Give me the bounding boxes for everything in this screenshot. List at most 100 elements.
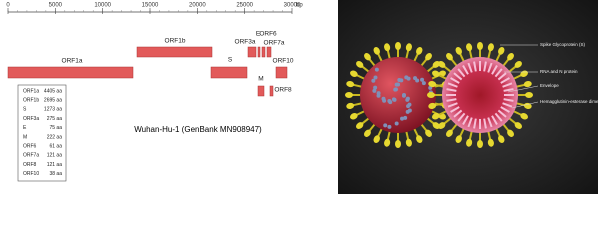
membrane [450, 106, 460, 113]
spike-head [432, 122, 440, 129]
ruler-tick-label: 5000 [49, 3, 63, 9]
spike-head [395, 140, 401, 148]
membrane [453, 109, 463, 118]
surface-protein [406, 76, 411, 81]
membrane [447, 102, 458, 108]
spike-head [455, 47, 462, 55]
spike-head [350, 70, 358, 77]
gene-label: M [258, 76, 263, 83]
spike-head [425, 129, 432, 137]
illustration-label: Spike Glycoprotein (S) [540, 42, 586, 47]
spike-head [525, 92, 533, 98]
spike-head [395, 42, 401, 50]
table-length: 4405 aa [44, 88, 62, 94]
table-gene: ORF7a [23, 153, 39, 159]
spike-head [373, 47, 380, 55]
page: Wuhan-Hu-1 (GenBank MN908947) 0 5000 10000… [6, 0, 598, 194]
table-gene: M [23, 134, 27, 140]
spike-head [364, 129, 371, 137]
surface-protein [372, 88, 377, 93]
spike-head [384, 43, 391, 52]
gene-bar [266, 46, 272, 58]
surface-protein [374, 67, 379, 72]
membrane [503, 98, 514, 102]
spike-head [346, 81, 355, 88]
membrane [457, 68, 466, 78]
gene-label: ORF10 [273, 58, 294, 65]
spike-head [405, 43, 412, 52]
gene-bar [247, 46, 257, 58]
gene-label: E [256, 31, 261, 38]
spike-head [498, 47, 505, 55]
table-gene: ORF1a [23, 88, 39, 94]
membrane [473, 118, 477, 129]
membrane [487, 62, 493, 73]
table-gene: ORF1b [23, 98, 39, 104]
spike-head [466, 138, 473, 147]
spike-head [446, 129, 453, 137]
gene-bar [257, 46, 261, 58]
spike-head [455, 135, 462, 143]
table-length: 275 aa [47, 116, 63, 122]
surface-protein [394, 121, 399, 126]
membrane [494, 68, 503, 78]
membrane [497, 72, 507, 81]
table-length: 61 aa [49, 144, 62, 150]
spike-head [487, 138, 494, 147]
spike-head [438, 122, 446, 129]
surface-protein [405, 97, 410, 102]
table-gene: ORF8 [23, 162, 37, 168]
spike-head [507, 53, 514, 61]
spike-head [345, 92, 353, 98]
surface-protein [399, 78, 404, 83]
gene-label: ORF3a [235, 39, 256, 46]
spike-head [466, 43, 473, 52]
surface-protein [391, 97, 396, 102]
caption: Wuhan-Hu-1 (GenBank MN908947) [134, 125, 262, 134]
spike-head [432, 61, 440, 68]
membrane [462, 115, 469, 125]
table-gene: S [23, 107, 27, 113]
membrane [462, 65, 469, 75]
gene-bar [136, 46, 213, 58]
membrane [483, 61, 487, 72]
spike-head [416, 135, 423, 143]
spike-head [432, 70, 440, 77]
gene-label: ORF6 [259, 31, 277, 38]
spike-head [514, 122, 522, 129]
table-length: 222 aa [47, 134, 63, 140]
gene-label: S [228, 57, 233, 64]
membrane [491, 115, 498, 125]
table-gene: E [23, 125, 27, 131]
surface-protein [393, 87, 398, 92]
spike-head [428, 102, 437, 109]
table-gene: ORF6 [23, 144, 37, 150]
membrane [483, 118, 487, 129]
leader-line [511, 101, 539, 109]
table-length: 2695 aa [44, 98, 62, 104]
table-length: 121 aa [47, 162, 63, 168]
ruler-tick-label: 25000 [236, 3, 253, 9]
surface-protein [403, 115, 408, 120]
surface-protein [406, 104, 411, 109]
gene-label: ORF1b [165, 38, 186, 45]
surface-protein [400, 116, 405, 121]
ruler-tick-label: 30000 [284, 3, 301, 9]
membrane [467, 117, 473, 128]
table-box [17, 84, 67, 182]
illustration-label: Envelope [540, 83, 559, 88]
surface-protein [376, 91, 381, 96]
membrane [497, 109, 507, 118]
ruler-tick-label: 20000 [189, 3, 206, 9]
membrane [487, 117, 493, 128]
ruler-tick-label: 15000 [142, 3, 159, 9]
spike-head [405, 138, 412, 147]
spike-head [416, 47, 423, 55]
surface-protein [371, 78, 376, 83]
table-gene: ORF10 [23, 171, 39, 177]
table-gene: ORF3a [23, 116, 39, 122]
surface-protein [381, 96, 386, 101]
spike-head [507, 129, 514, 137]
spike-head [384, 138, 391, 147]
membrane [457, 112, 466, 122]
